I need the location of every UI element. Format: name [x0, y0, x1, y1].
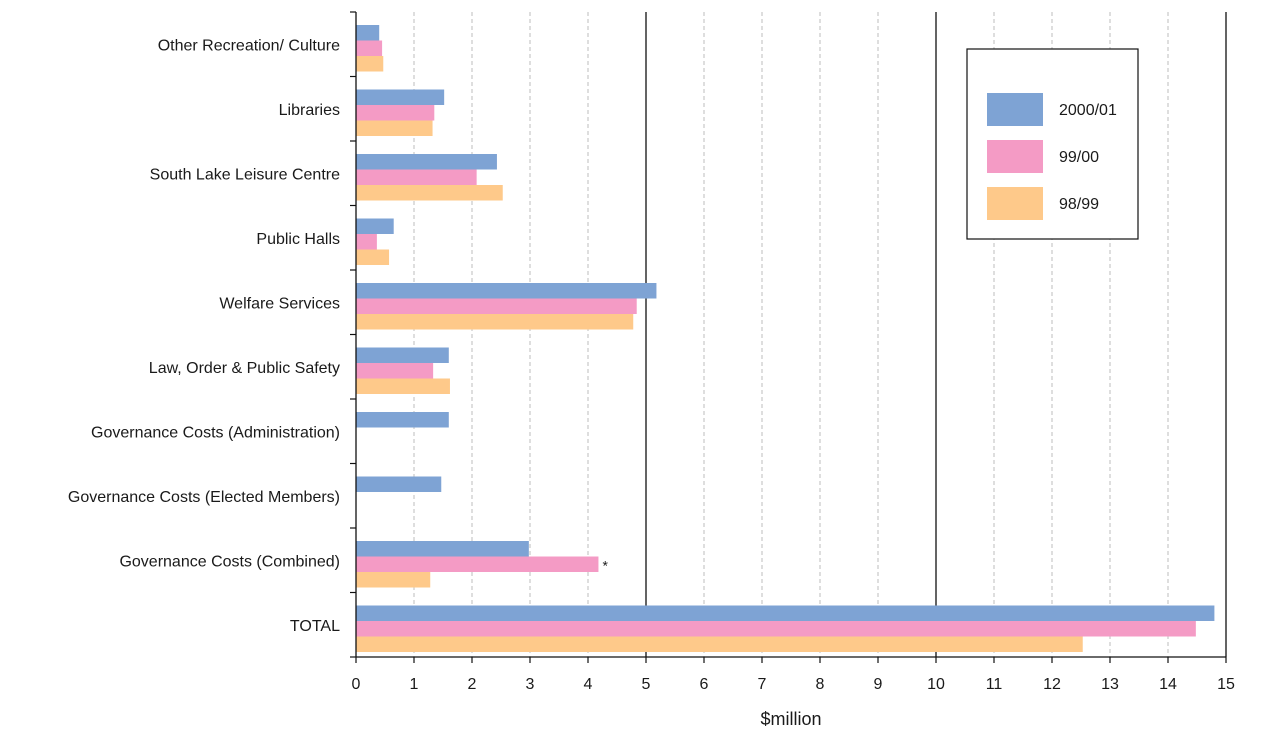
gridlines	[413, 12, 1227, 657]
x-tick-label: 2	[468, 676, 477, 693]
bar	[356, 621, 1196, 637]
bar	[356, 169, 477, 185]
bar	[356, 56, 384, 72]
bar	[356, 476, 442, 492]
legend-swatch	[987, 93, 1043, 126]
category-label: Welfare Services	[219, 295, 340, 312]
x-axis-title: $million	[760, 709, 821, 729]
category-labels: Other Recreation/ Culture Libraries South …	[68, 37, 340, 635]
category-label: Public Halls	[256, 231, 340, 248]
category-label: Other Recreation/ Culture	[158, 37, 340, 54]
legend: 2000/01 99/00 98/99	[966, 48, 1139, 240]
category-label: Governance Costs (Elected Members)	[68, 489, 340, 506]
bar	[356, 185, 503, 201]
bar	[356, 249, 390, 265]
category-label: Law, Order & Public Safety	[149, 360, 340, 377]
bar	[356, 25, 380, 41]
x-tick-label: 7	[758, 676, 767, 693]
bar	[356, 120, 433, 136]
x-tick-label: 13	[1101, 676, 1119, 693]
legend-label: 99/00	[1059, 149, 1099, 166]
x-tick-label: 4	[584, 676, 593, 693]
annotations: *	[602, 558, 608, 574]
legend-label: 2000/01	[1059, 102, 1117, 119]
bar	[356, 605, 1215, 621]
bar	[356, 636, 1083, 652]
bar	[356, 347, 449, 363]
category-label: Libraries	[279, 102, 340, 119]
bar	[356, 363, 434, 379]
bar	[356, 314, 634, 330]
x-tick-labels: 0 1 2 3 4 5 6 7 8 9 10 11 12 13 14 15	[352, 676, 1235, 693]
bar	[356, 218, 394, 234]
category-label: Governance Costs (Administration)	[91, 424, 340, 441]
bar	[356, 572, 431, 588]
bar	[356, 283, 657, 299]
axes	[350, 11, 1227, 663]
bar	[356, 105, 435, 121]
bar	[356, 89, 445, 105]
x-tick-label: 9	[874, 676, 883, 693]
bar	[356, 378, 450, 394]
x-tick-label: 11	[986, 676, 1003, 693]
bar	[356, 234, 377, 250]
x-tick-label: 6	[700, 676, 709, 693]
x-tick-label: 15	[1217, 676, 1235, 693]
x-tick-label: 10	[927, 676, 945, 693]
bar	[356, 556, 599, 572]
bar	[356, 412, 449, 428]
category-label: TOTAL	[290, 618, 340, 635]
category-label: Governance Costs (Combined)	[119, 553, 340, 570]
legend-label: 98/99	[1059, 196, 1099, 213]
annotation-asterisk: *	[602, 558, 608, 574]
x-tick-label: 0	[352, 676, 361, 693]
bar	[356, 40, 383, 56]
x-tick-label: 5	[642, 676, 651, 693]
x-tick-label: 3	[526, 676, 535, 693]
bar	[356, 298, 637, 314]
legend-swatch	[987, 187, 1043, 220]
x-tick-label: 12	[1043, 676, 1061, 693]
legend-swatch	[987, 140, 1043, 173]
x-tick-label: 8	[816, 676, 825, 693]
bars	[356, 25, 1215, 652]
x-tick-label: 14	[1159, 676, 1177, 693]
bar	[356, 154, 497, 170]
x-tick-label: 1	[410, 676, 419, 693]
bar	[356, 541, 529, 557]
category-label: South Lake Leisure Centre	[150, 166, 340, 183]
